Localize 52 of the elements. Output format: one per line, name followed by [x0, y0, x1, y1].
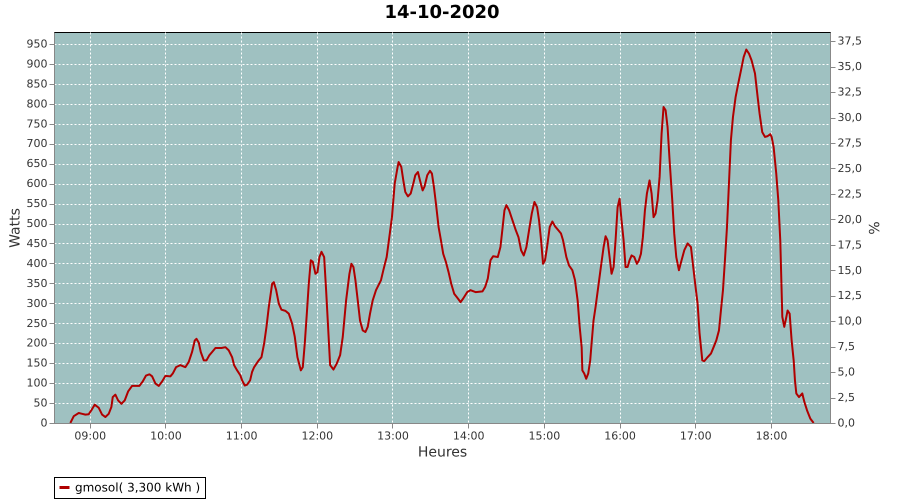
y-tick-label: 850 — [26, 77, 48, 90]
y-tick-label: 700 — [26, 137, 48, 150]
y2-tick-label: 5,0 — [838, 366, 855, 379]
y2-tick-label: 37,5 — [838, 34, 862, 48]
y2-tick-label: 15,0 — [838, 264, 862, 277]
y-tick-label: 200 — [26, 336, 48, 350]
y2-tick-label: 27,5 — [838, 136, 862, 150]
y2-tick-label: 20,0 — [838, 212, 862, 226]
x-tick-label: 15:00 — [528, 430, 560, 442]
y2-tick-label: 35,0 — [838, 60, 862, 74]
y2-tick-label: 22,5 — [838, 187, 862, 200]
line-series — [69, 48, 815, 423]
legend-label: gmosol( 3,300 kWh ) — [75, 480, 200, 494]
y2-tick-label: 32,5 — [838, 86, 862, 99]
y2-tick-label: 7,5 — [838, 340, 855, 354]
y2-tick-label: 30,0 — [838, 111, 862, 124]
y-tick-label: 750 — [26, 117, 48, 130]
y-tick-label: 50 — [34, 396, 48, 410]
x-tick-label: 12:00 — [301, 430, 334, 442]
y2-tick-label: 2,5 — [838, 391, 855, 404]
x-tick-label: 18:00 — [756, 430, 788, 442]
y-tick-label: 300 — [26, 296, 48, 310]
y-tick-label: 800 — [26, 97, 48, 110]
x-tick-label: 17:00 — [680, 430, 712, 442]
y-tick-label: 950 — [26, 37, 48, 50]
y-tick-label: 900 — [26, 57, 48, 70]
y2-tick-label: 0,0 — [838, 416, 855, 430]
y-tick-label: 450 — [26, 236, 48, 250]
y-tick-label: 600 — [26, 177, 48, 190]
y-tick-label: 650 — [26, 157, 48, 170]
x-tick-label: 11:00 — [226, 430, 258, 442]
x-tick-label: 14:00 — [452, 430, 485, 442]
y2-tick-label: 17,5 — [838, 238, 862, 252]
y-tick-label: 100 — [26, 376, 48, 390]
x-tick-label: 10:00 — [150, 430, 182, 442]
y2-axis-title: % — [864, 221, 881, 235]
y-tick-label: 350 — [26, 276, 48, 290]
y-tick-label: 250 — [26, 316, 48, 330]
y-tick-label: 400 — [26, 256, 48, 270]
y-tick-label: 500 — [26, 217, 48, 230]
x-tick-label: 16:00 — [604, 430, 636, 442]
x-axis-title: Heures — [418, 444, 468, 460]
y-tick-label: 0 — [40, 416, 48, 430]
x-tick-label: 13:00 — [377, 430, 409, 442]
x-tick-label: 09:00 — [74, 430, 106, 442]
y2-tick-label: 10,0 — [838, 314, 862, 328]
chart-title: 14-10-2020 — [384, 2, 500, 23]
y2-tick-label: 12,5 — [838, 289, 862, 302]
y2-tick-label: 25,0 — [838, 162, 862, 175]
y-axis-title: Watts — [8, 208, 24, 248]
y-tick-label: 150 — [26, 356, 48, 370]
y-tick-label: 550 — [26, 197, 48, 210]
